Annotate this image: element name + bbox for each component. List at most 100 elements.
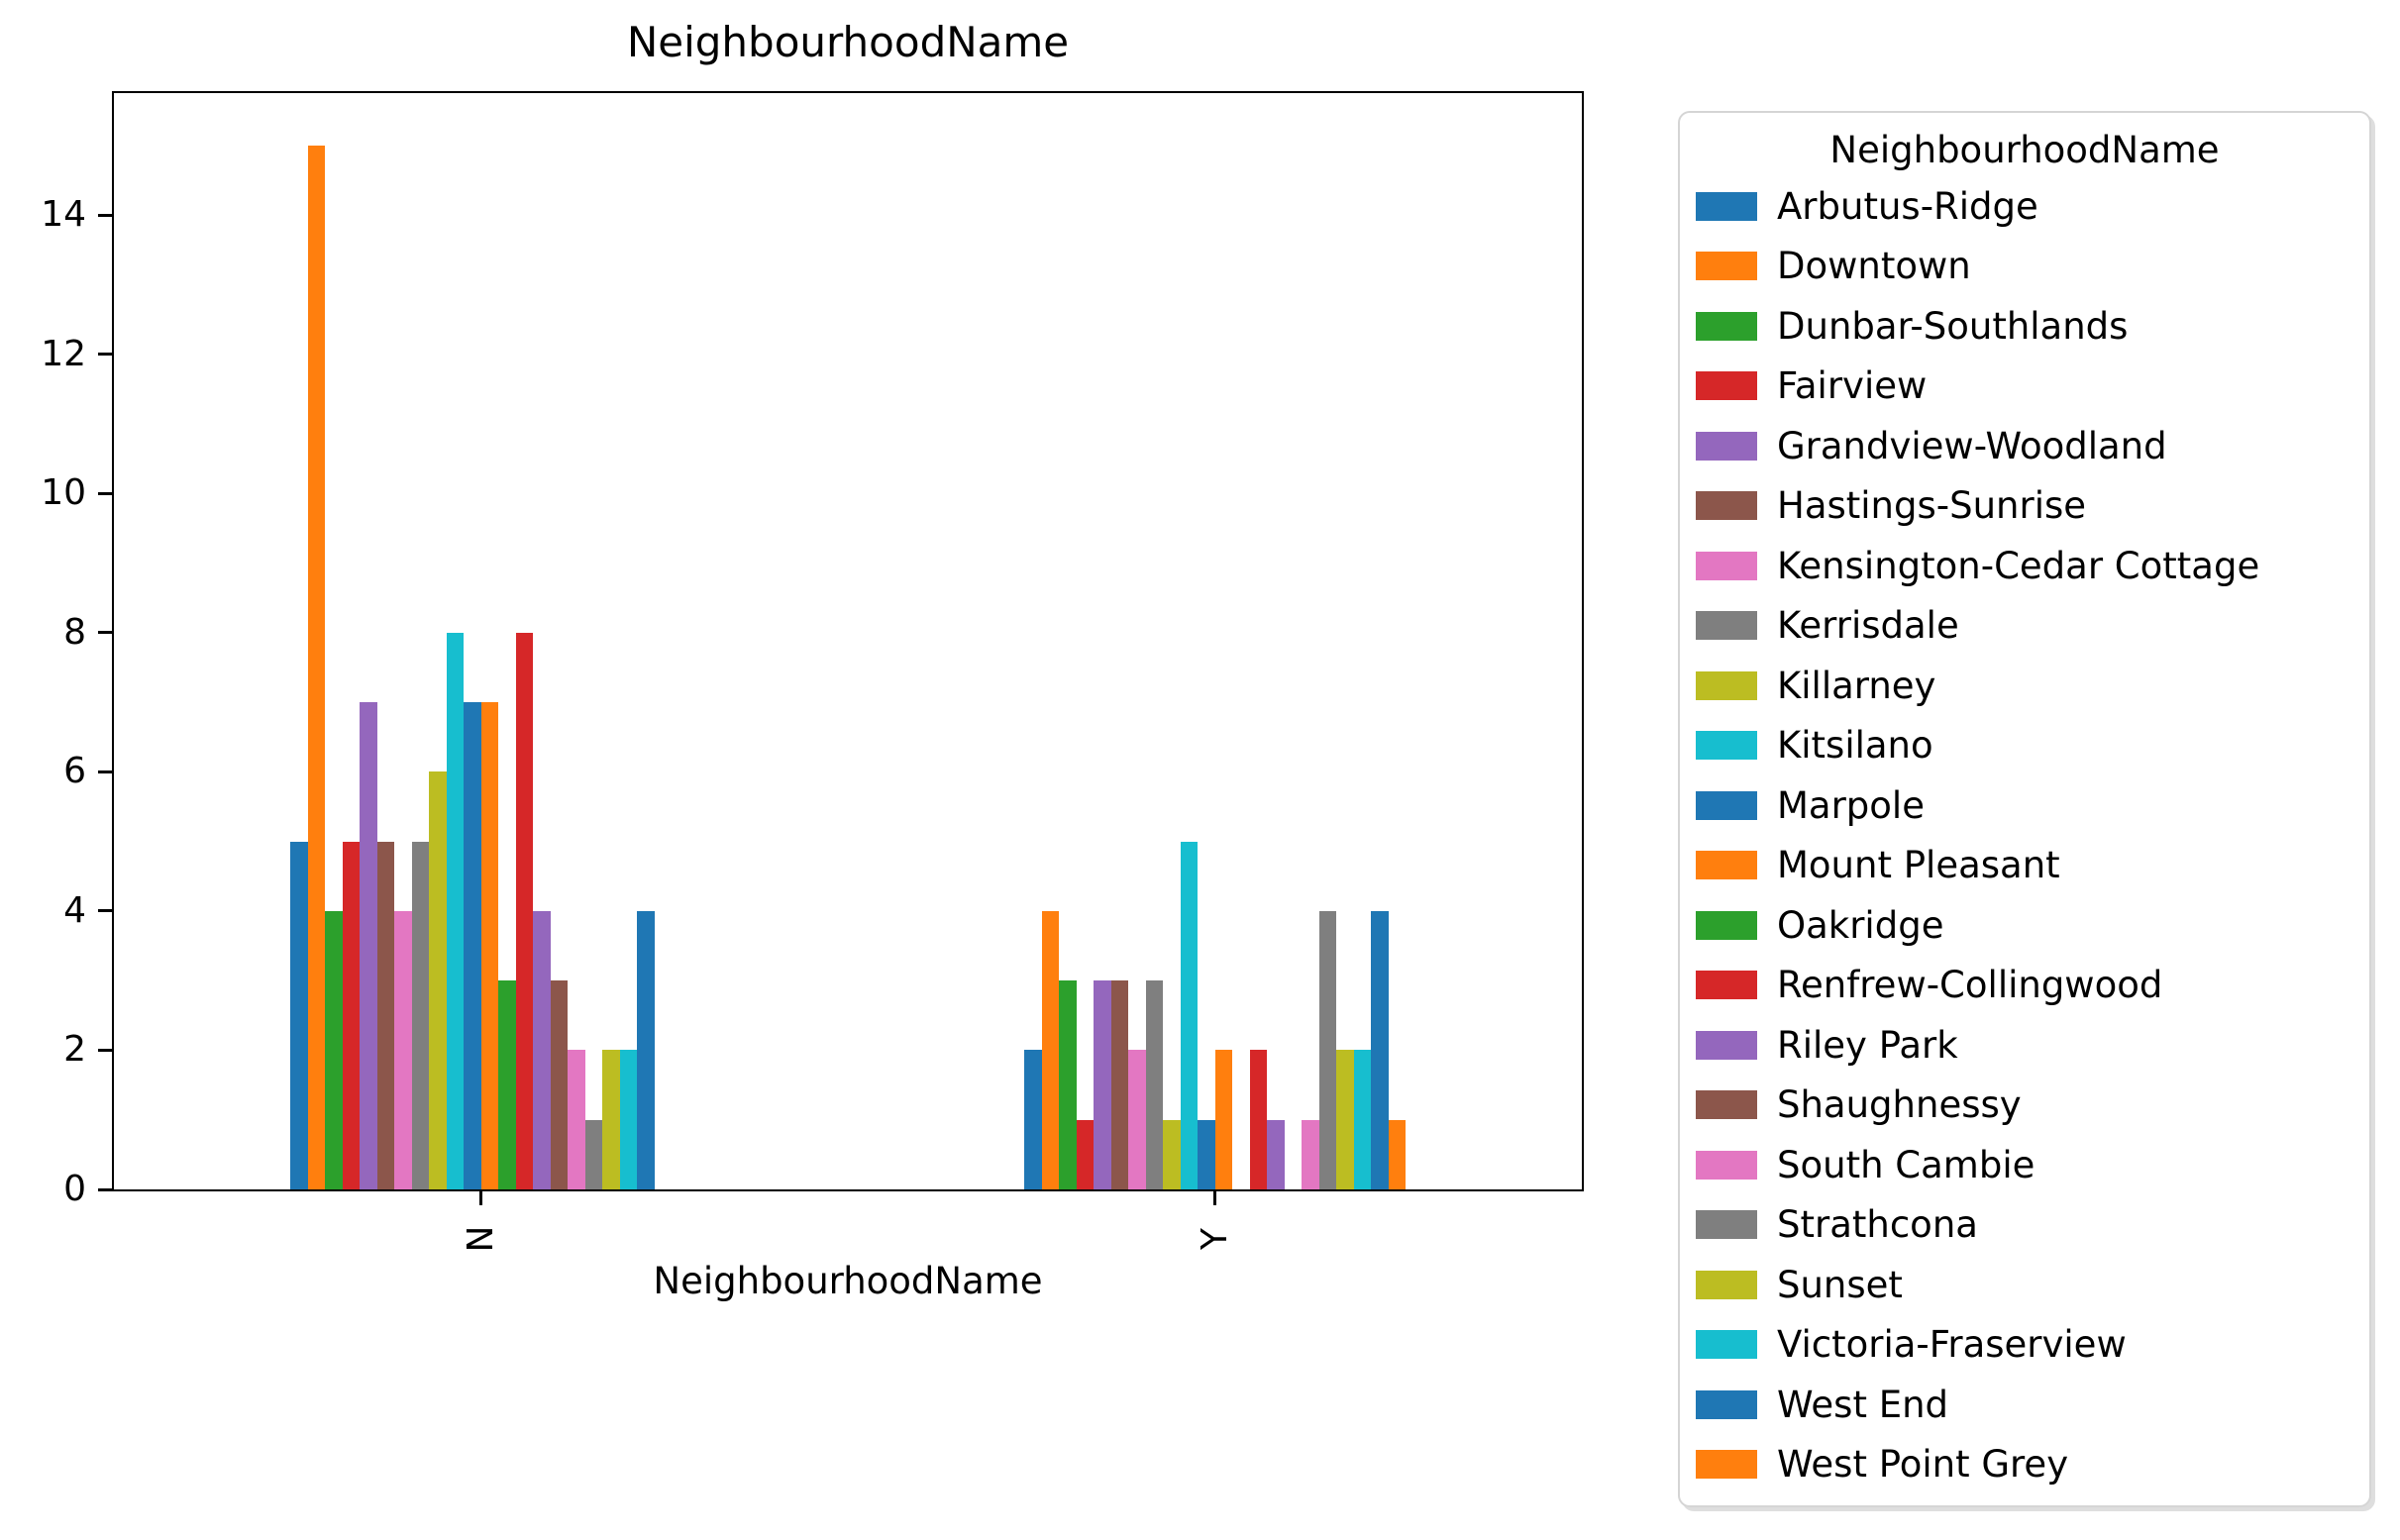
bar-Y-victoria-fraserview: [1353, 1050, 1371, 1189]
legend-swatch: [1696, 971, 1757, 1000]
bar-Y-arbutus-ridge: [1024, 1050, 1042, 1189]
y-tick-label: 6: [63, 751, 86, 792]
y-tick-label: 8: [63, 611, 86, 653]
legend-label: Riley Park: [1777, 1023, 1958, 1067]
legend-title: NeighbourhoodName: [1829, 129, 2220, 171]
legend-label: Grandview-Woodland: [1777, 424, 2167, 467]
bar-N-oakridge: [498, 980, 516, 1189]
x-axis-title: NeighbourhoodName: [653, 1260, 1043, 1302]
legend-swatch: [1696, 1450, 1757, 1480]
chart-title: NeighbourhoodName: [626, 18, 1070, 66]
bar-N-fairview: [342, 841, 360, 1189]
legend-swatch: [1696, 1150, 1757, 1180]
legend-label: Downtown: [1777, 245, 1971, 288]
legend-swatch: [1696, 1210, 1757, 1240]
legend-item: Marpole: [1680, 775, 2369, 836]
bar-Y-grandview-woodland: [1094, 980, 1111, 1189]
legend-label: Sunset: [1777, 1263, 1903, 1306]
y-tick-mark: [98, 213, 112, 217]
x-tick-label: Y: [1194, 1228, 1235, 1250]
bar-N-killarney: [429, 771, 447, 1189]
legend-label: West Point Grey: [1777, 1443, 2069, 1487]
legend-item: Killarney: [1680, 656, 2369, 716]
legend-label: Mount Pleasant: [1777, 844, 2060, 887]
bar-N-hastings-sunrise: [376, 841, 394, 1189]
legend-swatch: [1696, 731, 1757, 761]
x-tick-label: N: [460, 1225, 501, 1253]
legend-swatch: [1696, 670, 1757, 700]
legend-item: Strathcona: [1680, 1195, 2369, 1256]
legend-item: Hastings-Sunrise: [1680, 476, 2369, 537]
legend-item: Kerrisdale: [1680, 596, 2369, 657]
bar-Y-marpole: [1198, 1119, 1215, 1189]
legend-label: Kensington-Cedar Cottage: [1777, 544, 2260, 587]
bar-Y-dunbar-southlands: [1059, 980, 1077, 1189]
legend-item: South Cambie: [1680, 1135, 2369, 1195]
bar-N-victoria-fraserview: [619, 1050, 637, 1189]
bar-Y-west-end: [1371, 910, 1389, 1189]
bar-Y-downtown: [1041, 910, 1059, 1189]
bar-Y-kitsilano: [1180, 841, 1198, 1189]
y-tick-label: 2: [63, 1029, 86, 1071]
y-tick-label: 14: [41, 194, 86, 235]
bar-N-kensington-cedar-cottage: [394, 910, 412, 1189]
legend-swatch: [1696, 1389, 1757, 1419]
legend-swatch: [1696, 851, 1757, 880]
legend-swatch: [1696, 1030, 1757, 1060]
y-tick-mark: [98, 770, 112, 773]
legend-swatch: [1696, 491, 1757, 521]
bar-N-dunbar-southlands: [325, 910, 343, 1189]
legend-label: Victoria-Fraserview: [1777, 1323, 2127, 1367]
bar-N-sunset: [602, 1050, 620, 1189]
legend-label: Arbutus-Ridge: [1777, 184, 2038, 228]
bar-N-kerrisdale: [411, 841, 429, 1189]
legend-item: Shaughnessy: [1680, 1076, 2369, 1136]
legend-label: Killarney: [1777, 664, 1936, 707]
legend-item: Sunset: [1680, 1255, 2369, 1315]
legend-item: Dunbar-Southlands: [1680, 296, 2369, 357]
bar-N-marpole: [464, 702, 481, 1189]
bar-N-shaughnessy: [550, 980, 568, 1189]
legend-item: West Point Grey: [1680, 1435, 2369, 1495]
legend-swatch: [1696, 910, 1757, 940]
legend-swatch: [1696, 551, 1757, 580]
bar-Y-west-point-grey: [1388, 1119, 1406, 1189]
y-tick-mark: [98, 631, 112, 635]
x-tick-mark: [479, 1191, 482, 1205]
y-tick-label: 0: [63, 1169, 86, 1209]
bar-Y-kerrisdale: [1145, 980, 1163, 1189]
legend-label: Renfrew-Collingwood: [1777, 964, 2163, 1007]
y-tick-mark: [98, 1187, 112, 1191]
bar-Y-fairview: [1076, 1119, 1094, 1189]
legend-item: West End: [1680, 1375, 2369, 1435]
legend-swatch: [1696, 311, 1757, 341]
bar-N-mount-pleasant: [480, 702, 498, 1189]
legend-label: Shaughnessy: [1777, 1083, 2022, 1127]
bar-N-strathcona: [584, 1119, 602, 1189]
x-tick-mark: [1213, 1191, 1216, 1205]
legend-swatch: [1696, 191, 1757, 221]
legend-item: Renfrew-Collingwood: [1680, 956, 2369, 1016]
legend-label: Strathcona: [1777, 1203, 1978, 1247]
y-tick-mark: [98, 491, 112, 495]
legend-item: Kensington-Cedar Cottage: [1680, 536, 2369, 596]
legend-item: Oakridge: [1680, 895, 2369, 956]
bar-Y-kensington-cedar-cottage: [1128, 1050, 1146, 1189]
legend-item: Arbutus-Ridge: [1680, 176, 2369, 237]
y-tick-label: 4: [63, 889, 86, 931]
legend-swatch: [1696, 371, 1757, 401]
legend-item: Fairview: [1680, 357, 2369, 417]
bar-N-riley-park: [533, 910, 551, 1189]
plot-area: 0 2 4 6 8 10 12 14 N Y: [41, 91, 1584, 1252]
legend-item: Victoria-Fraserview: [1680, 1315, 2369, 1376]
legend-swatch: [1696, 790, 1757, 820]
bar-N-kitsilano: [446, 632, 464, 1189]
y-tick-mark: [98, 909, 112, 913]
bar-Y-sunset: [1336, 1050, 1354, 1189]
legend-label: South Cambie: [1777, 1143, 2035, 1186]
bar-Y-renfrew-collingwood: [1249, 1050, 1267, 1189]
bar-N-renfrew-collingwood: [515, 632, 533, 1189]
bar-N-downtown: [307, 145, 325, 1189]
legend-item: Mount Pleasant: [1680, 836, 2369, 896]
legend: NeighbourhoodName Arbutus-Ridge Downtown D…: [1678, 111, 2371, 1507]
